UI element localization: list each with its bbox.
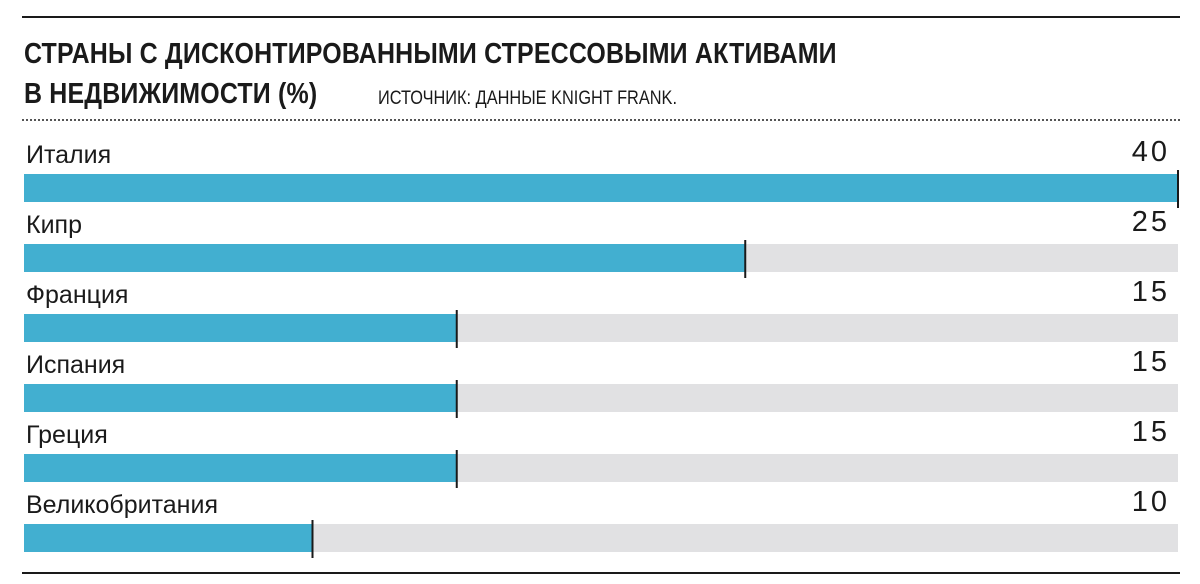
bar-end-marker	[455, 310, 458, 348]
bar	[24, 244, 746, 272]
bottom-rule	[22, 572, 1180, 574]
value-label: 40	[1132, 136, 1170, 168]
bar	[24, 174, 1178, 202]
value-label: 25	[1132, 206, 1170, 238]
chart-title-line1: СТРАНЫ С ДИСКОНТИРОВАННЫМИ СТРЕССОВЫМИ А…	[24, 38, 837, 70]
bar	[24, 524, 313, 552]
bar-end-marker	[744, 240, 747, 278]
value-label: 15	[1132, 276, 1170, 308]
value-label: 15	[1132, 416, 1170, 448]
value-label: 15	[1132, 346, 1170, 378]
dotted-divider	[22, 119, 1180, 121]
value-label: 10	[1132, 486, 1170, 518]
bar	[24, 454, 457, 482]
category-label: Великобритания	[26, 491, 218, 519]
category-label: Испания	[26, 351, 125, 379]
bar	[24, 314, 457, 342]
category-label: Кипр	[26, 211, 82, 239]
bar-end-marker	[455, 450, 458, 488]
chart-source: ИСТОЧНИК: ДАННЫЕ KNIGHT FRANK.	[378, 88, 677, 109]
bar-end-marker	[1177, 170, 1179, 208]
category-label: Франция	[26, 281, 128, 309]
bar-end-marker	[455, 380, 458, 418]
bar-end-marker	[311, 520, 314, 558]
category-label: Греция	[26, 421, 108, 449]
category-label: Италия	[26, 141, 111, 169]
chart-title-line2-text: В НЕДВИЖИМОСТИ (%)	[24, 78, 318, 110]
bar	[24, 384, 457, 412]
chart-title-line2: В НЕДВИЖИМОСТИ (%)	[24, 78, 317, 111]
top-rule	[22, 16, 1180, 18]
